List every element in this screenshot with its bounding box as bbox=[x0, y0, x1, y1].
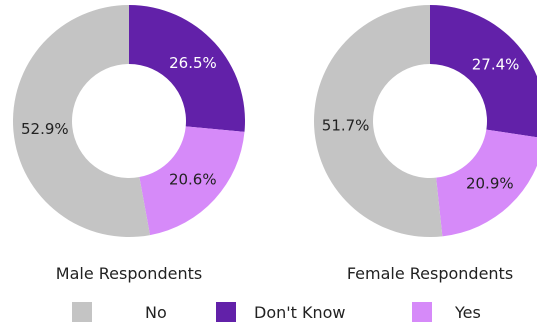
male-slice-dont-know bbox=[129, 5, 245, 132]
male-respondents-chart: 26.5% 20.6% 52.9% bbox=[12, 5, 245, 238]
female-label-dont-know: 27.4% bbox=[472, 56, 520, 74]
male-slice-yes bbox=[139, 126, 245, 236]
male-slice-no bbox=[12, 5, 151, 238]
female-label-yes: 20.9% bbox=[466, 174, 514, 192]
male-label-dont-know: 26.5% bbox=[169, 54, 217, 72]
legend-label-no: No bbox=[145, 303, 167, 322]
female-respondents-chart: 27.4% 20.9% 51.7% bbox=[314, 5, 537, 237]
female-label-no: 51.7% bbox=[322, 117, 370, 135]
legend-label-dont-know: Don't Know bbox=[254, 303, 346, 322]
legend-label-yes: Yes bbox=[454, 303, 481, 322]
legend-swatch-dont-know bbox=[216, 302, 236, 322]
female-slice-no bbox=[314, 5, 443, 237]
female-chart-title: Female Respondents bbox=[347, 264, 513, 283]
legend-swatch-yes bbox=[412, 302, 432, 322]
legend: No Don't Know Yes bbox=[72, 302, 481, 322]
male-label-no: 52.9% bbox=[21, 120, 69, 138]
legend-swatch-no bbox=[72, 302, 92, 322]
female-slice-yes bbox=[436, 129, 537, 237]
female-slice-dont-know bbox=[430, 5, 537, 138]
male-label-yes: 20.6% bbox=[169, 170, 217, 188]
male-chart-title: Male Respondents bbox=[56, 264, 202, 283]
